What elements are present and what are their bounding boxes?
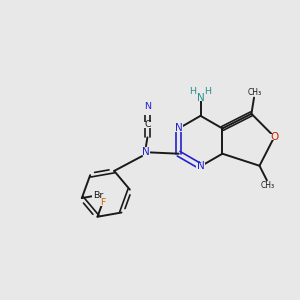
- Text: N: N: [197, 161, 204, 171]
- Text: C: C: [144, 120, 151, 129]
- Bar: [270, 134, 278, 140]
- Text: N: N: [197, 93, 204, 103]
- Text: CH₃: CH₃: [260, 181, 274, 190]
- Text: Br: Br: [93, 191, 103, 200]
- Bar: [92, 192, 104, 199]
- Text: O: O: [270, 132, 278, 142]
- Bar: [196, 163, 205, 170]
- Text: H: H: [189, 87, 196, 96]
- Bar: [197, 95, 204, 101]
- Bar: [144, 122, 151, 128]
- Text: N: N: [144, 102, 151, 111]
- Text: H: H: [205, 87, 212, 96]
- Text: F: F: [100, 198, 105, 207]
- Text: N: N: [142, 147, 150, 157]
- Bar: [99, 200, 106, 206]
- Bar: [144, 109, 151, 116]
- Text: N: N: [175, 124, 182, 134]
- Bar: [175, 125, 183, 132]
- Bar: [142, 149, 150, 155]
- Text: CH₃: CH₃: [248, 88, 262, 97]
